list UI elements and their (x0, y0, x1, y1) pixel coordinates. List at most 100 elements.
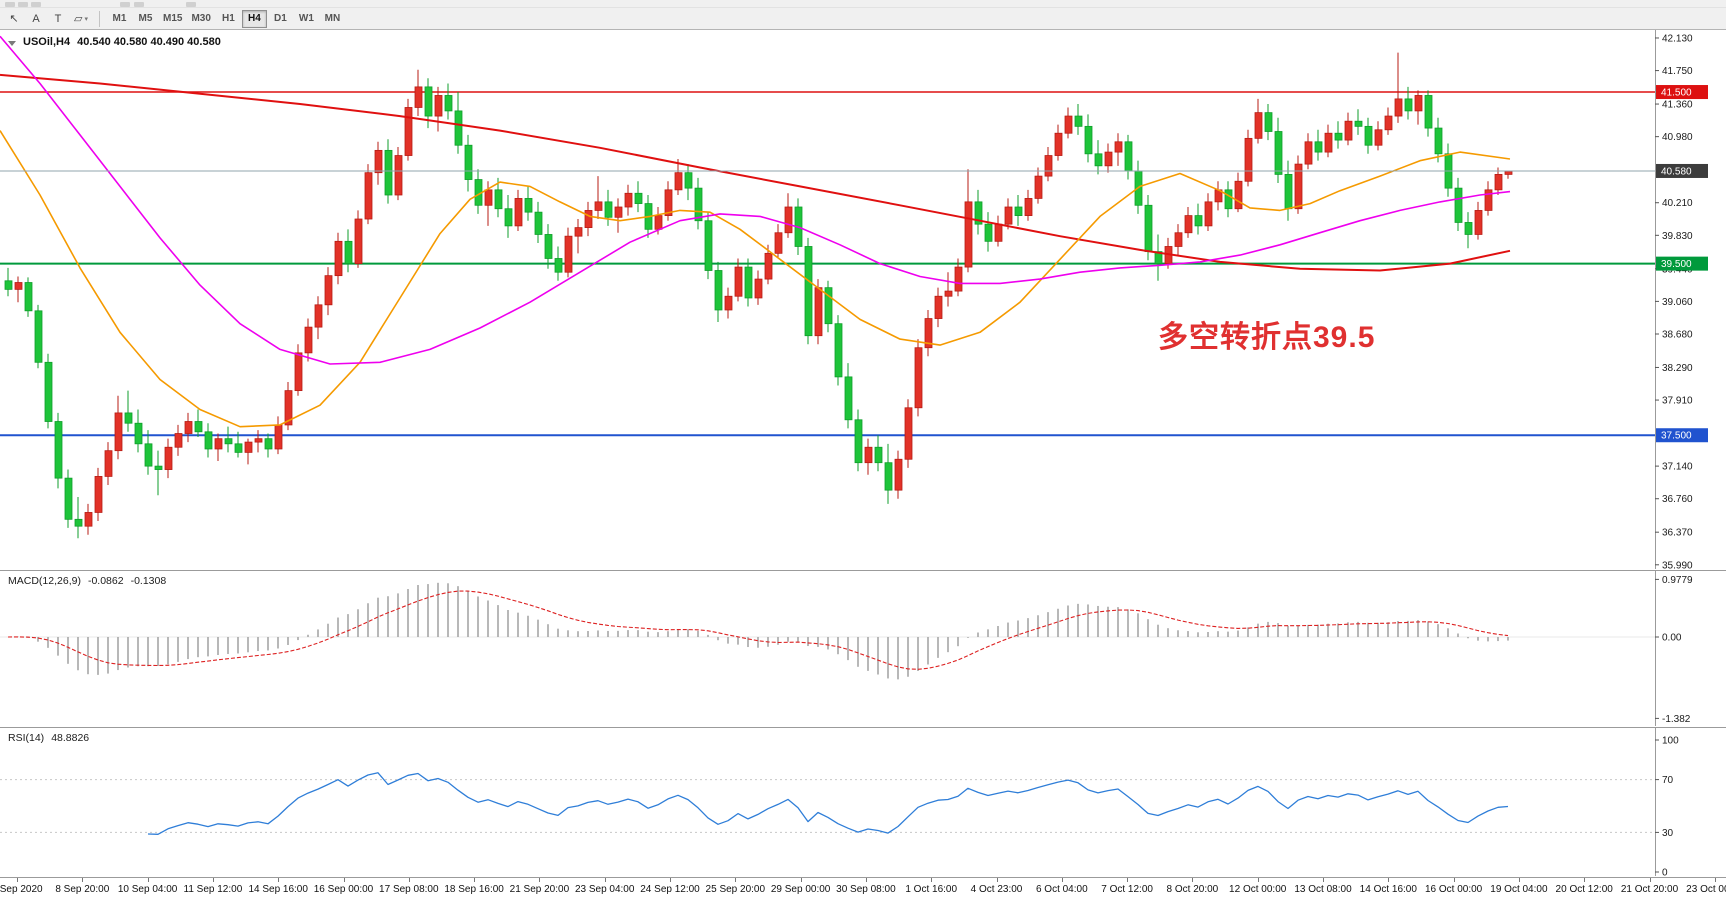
time-label: 23 Sep 04:00 (574, 884, 635, 895)
time-tick (1453, 878, 1455, 882)
ma-magenta-line (0, 35, 1511, 365)
toolbar-separator (98, 10, 100, 27)
svg-text:0.00: 0.00 (1662, 633, 1682, 644)
current-price-label-box (1656, 163, 1708, 178)
toolbar: ↖ A T ▱ ▾ M1 M5 M15 M30 H1 H4 D1 W1 MN (0, 8, 1726, 30)
time-tick (800, 878, 802, 882)
svg-text:38.680: 38.680 (1662, 329, 1693, 340)
time-tick (343, 878, 345, 882)
macd-signal-value: -0.1308 (130, 575, 167, 587)
svg-text:0: 0 (1662, 868, 1668, 877)
time-label: 4 Oct 23:00 (970, 884, 1023, 895)
time-tick (1257, 878, 1259, 882)
timeframe-button-H1[interactable]: H1 (221, 13, 235, 24)
time-label: 13 Oct 08:00 (1294, 884, 1352, 895)
shapes-tool-button[interactable]: ▱ ▾ (74, 13, 88, 25)
ma-orange-line (0, 130, 1511, 428)
svg-text:39.500: 39.500 (1661, 259, 1692, 270)
time-label: 29 Sep 00:00 (770, 884, 831, 895)
time-tick (1192, 878, 1194, 882)
macd-pane[interactable]: 0.9779 0.00 -1.382 MACD(12,26,9) -0.0862 -… (0, 570, 1726, 726)
timeframe-button-W1[interactable]: W1 (298, 13, 314, 24)
svg-text:30: 30 (1662, 828, 1674, 839)
time-label: 24 Sep 12:00 (640, 884, 700, 895)
timeframe-button-M5[interactable]: M5 (138, 13, 153, 24)
timeframe-button-D1[interactable]: D1 (273, 13, 287, 24)
rsi-title: RSI(14) 48.8826 (8, 732, 89, 744)
candlestick-series (4, 52, 1513, 539)
time-label: 17 Sep 08:00 (379, 884, 439, 895)
svg-text:41.750: 41.750 (1662, 66, 1693, 77)
time-tick (865, 878, 867, 882)
price-chart-pane[interactable]: 42.13041.75041.36040.98040.21039.83039.4… (0, 30, 1726, 569)
time-tick (996, 878, 998, 882)
time-tick (1518, 878, 1520, 882)
svg-text:41.500: 41.500 (1661, 88, 1692, 99)
clipped-toolbar-icon (18, 2, 28, 7)
text-tool-button[interactable]: A (32, 12, 40, 25)
time-label: 14 Sep 16:00 (248, 884, 308, 895)
chart-annotation-text: 多空转折点39.5 (1158, 321, 1376, 354)
time-label: 7 Oct 12:00 (1101, 884, 1153, 895)
time-label: 25 Sep 20:00 (705, 884, 766, 895)
time-tick (1584, 878, 1586, 882)
drawing-tools-group: ↖ A T ▱ ▾ (4, 10, 92, 28)
timeframe-button-M30[interactable]: M30 (191, 13, 211, 24)
horizontal-level-lines (0, 91, 1655, 437)
symbol-period-label: USOil,H4 (23, 36, 71, 48)
svg-text:-1.382: -1.382 (1662, 714, 1691, 725)
timeframe-button-M1[interactable]: M1 (112, 13, 127, 24)
svg-text:37.910: 37.910 (1662, 396, 1693, 407)
time-tick (670, 878, 671, 882)
svg-text:40.580: 40.580 (1661, 166, 1692, 177)
svg-text:35.990: 35.990 (1662, 560, 1693, 569)
time-tick (604, 878, 606, 882)
timeframe-button-MN[interactable]: MN (324, 13, 341, 24)
svg-text:0.9779: 0.9779 (1662, 575, 1693, 586)
rsi-pane[interactable]: 100 70 30 0 RSI(14) 48.8826 (0, 727, 1726, 876)
time-tick (1714, 878, 1716, 882)
svg-text:39.060: 39.060 (1662, 297, 1693, 308)
svg-text:38.290: 38.290 (1662, 363, 1693, 374)
macd-axis-labels[interactable]: 0.9779 0.00 -1.382 (1655, 575, 1693, 725)
chart-title: USOil,H4 40.540 40.580 40.490 40.580 (8, 36, 221, 48)
svg-text:36.370: 36.370 (1662, 528, 1693, 539)
timeframe-button-H4[interactable]: H4 (241, 9, 267, 28)
time-label: 30 Sep 08:00 (836, 884, 896, 895)
cursor-tool-button[interactable]: ↖ (9, 13, 19, 25)
time-tick (1127, 878, 1129, 882)
svg-text:39.830: 39.830 (1662, 231, 1693, 242)
macd-main-value: -0.0862 (87, 575, 124, 587)
time-tick (539, 878, 541, 882)
time-label: 16 Sep 00:00 (313, 884, 374, 895)
time-label: 6 Oct 04:00 (1035, 884, 1088, 895)
svg-text:42.130: 42.130 (1662, 33, 1693, 44)
time-tick (474, 878, 476, 882)
time-tick (1388, 878, 1390, 882)
clipped-toolbar-icon (134, 2, 144, 7)
svg-text:41.360: 41.360 (1662, 100, 1693, 111)
time-label: 14 Oct 16:00 (1359, 884, 1417, 895)
time-label: 16 Oct 00:00 (1424, 884, 1483, 895)
time-label: 20 Oct 12:00 (1555, 884, 1613, 895)
time-tick (212, 878, 214, 882)
svg-text:40.210: 40.210 (1662, 198, 1693, 209)
time-label: 1 Oct 16:00 (905, 884, 958, 895)
price-axis-ticks[interactable]: 42.13041.75041.36040.98040.21039.83039.4… (1655, 33, 1693, 569)
macd-histogram (17, 582, 1509, 680)
time-tick (735, 878, 737, 882)
svg-text:40.980: 40.980 (1662, 132, 1693, 143)
svg-text:100: 100 (1662, 736, 1679, 747)
time-axis[interactable]: 7 Sep 2020 8 Sep 20:00 10 Sep 04:00 11 Sep … (0, 877, 1726, 899)
time-tick (17, 878, 18, 882)
time-label: 21 Sep 20:00 (509, 884, 570, 895)
svg-text:37.500: 37.500 (1661, 431, 1692, 442)
macd-title: MACD(12,26,9) -0.0862 -0.1308 (8, 575, 166, 587)
rsi-axis-labels[interactable]: 100 70 30 0 (1655, 736, 1679, 877)
timeframe-button-M15[interactable]: M15 (162, 13, 183, 24)
time-tick (147, 878, 149, 882)
textbox-tool-button[interactable]: T (54, 12, 62, 25)
time-label: 8 Sep 20:00 (55, 884, 110, 895)
time-tick (408, 878, 410, 882)
